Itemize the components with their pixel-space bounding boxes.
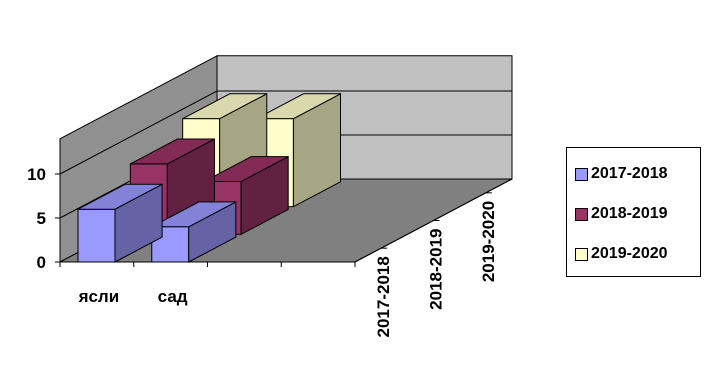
- bar-top: [77, 183, 163, 210]
- y-tick-label: 10: [27, 165, 46, 184]
- depth-label: 2019-2020: [479, 201, 498, 282]
- bar-top: [203, 156, 289, 183]
- legend-item: 2017-2018: [575, 154, 700, 194]
- y-tick-label: 0: [37, 253, 46, 272]
- legend: 2017-2018 2018-2019 2019-2020: [566, 147, 701, 277]
- depth-label: 2018-2019: [427, 229, 446, 310]
- legend-label: 2017-2018: [591, 165, 668, 182]
- legend-swatch: [575, 247, 588, 261]
- category-label: ясли: [78, 287, 120, 306]
- bars: [77, 92, 342, 263]
- labels: 0 5 10 ясли сад 2017-2018 2018-2019 2019-2020: [27, 165, 498, 337]
- legend-item: 2018-2019: [575, 194, 700, 234]
- bar-top: [151, 201, 237, 228]
- category-label: сад: [158, 287, 188, 306]
- legend-label: 2019-2020: [591, 245, 668, 262]
- bar-front: [77, 208, 116, 263]
- bar-2017-2018-сад: [151, 201, 237, 263]
- legend-label: 2018-2019: [591, 205, 668, 222]
- depth-label: 2017-2018: [374, 256, 393, 337]
- legend-item: 2019-2020: [575, 234, 700, 274]
- bar-2017-2018-ясли: [77, 183, 163, 263]
- legend-swatch: [575, 207, 588, 221]
- bar-top: [256, 93, 341, 120]
- axes: [55, 173, 513, 267]
- legend-swatch: [575, 167, 588, 181]
- y-tick-label: 5: [37, 209, 46, 228]
- bar-top: [130, 138, 215, 165]
- bar-top: [182, 93, 268, 120]
- gridline: [59, 90, 512, 175]
